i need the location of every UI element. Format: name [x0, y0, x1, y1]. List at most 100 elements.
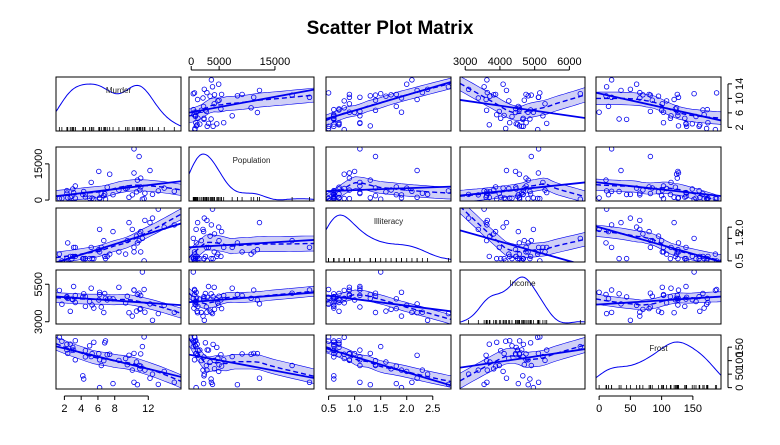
data-point	[388, 187, 394, 193]
data-point	[675, 195, 682, 201]
data-point	[201, 255, 207, 262]
data-point	[357, 285, 363, 291]
data-point	[637, 95, 643, 101]
data-point	[637, 190, 643, 196]
data-point	[208, 376, 214, 382]
data-point	[215, 81, 222, 87]
data-point	[525, 382, 531, 388]
data-point	[357, 190, 363, 197]
data-point	[59, 338, 65, 344]
data-point	[229, 285, 235, 291]
data-point	[306, 244, 313, 251]
data-point	[646, 184, 652, 190]
data-point	[535, 94, 542, 100]
data-point	[491, 231, 497, 237]
data-point	[155, 188, 161, 194]
data-point	[633, 81, 640, 87]
data-point	[372, 192, 379, 199]
data-point	[67, 308, 73, 314]
data-point	[671, 219, 677, 226]
data-point	[194, 96, 201, 103]
data-point	[331, 106, 337, 113]
data-point	[96, 168, 102, 175]
data-point	[623, 116, 630, 123]
data-point	[372, 153, 379, 160]
data-point	[80, 291, 87, 297]
data-point	[704, 106, 710, 113]
tick-label: 3000	[453, 56, 477, 68]
data-point	[250, 287, 257, 293]
data-point	[393, 305, 399, 312]
variable-label: Frost	[649, 344, 668, 353]
data-point	[640, 306, 646, 313]
data-point	[248, 351, 254, 357]
data-point	[367, 123, 373, 129]
tick-label: 0	[33, 197, 45, 203]
data-point	[623, 294, 630, 300]
density-curve	[460, 276, 585, 324]
panel-frame	[325, 334, 452, 390]
data-point	[239, 351, 245, 357]
data-point	[683, 283, 689, 290]
data-point	[149, 215, 156, 221]
tick-label: 14	[734, 78, 746, 90]
regression-line	[596, 91, 721, 122]
data-point	[393, 296, 399, 302]
data-point	[72, 338, 78, 344]
panel-frame	[188, 207, 315, 263]
data-point	[190, 270, 196, 275]
panel-frame	[188, 269, 315, 325]
data-point	[660, 119, 667, 126]
data-point	[475, 367, 481, 373]
data-point	[137, 249, 144, 255]
data-point	[209, 84, 216, 90]
data-point	[201, 317, 207, 323]
data-point	[475, 95, 481, 101]
data-point	[627, 215, 634, 221]
smoother-line	[326, 82, 451, 122]
data-point	[102, 255, 109, 262]
data-point	[530, 195, 537, 201]
panel-murder-illiteracy	[325, 76, 452, 132]
data-point	[256, 219, 263, 226]
data-point	[498, 115, 504, 121]
data-point	[537, 258, 543, 262]
data-point	[544, 347, 550, 353]
data-point	[520, 354, 526, 360]
data-point	[336, 195, 342, 201]
data-point	[208, 77, 215, 83]
data-point	[141, 335, 147, 340]
data-point	[96, 195, 103, 201]
data-point	[234, 93, 241, 99]
data-point	[515, 380, 521, 387]
data-point	[675, 302, 681, 308]
data-point	[193, 123, 200, 129]
data-point	[208, 291, 214, 297]
data-point	[147, 167, 153, 174]
data-point	[372, 309, 379, 316]
data-point	[131, 170, 137, 176]
data-point	[137, 306, 143, 313]
data-point	[239, 91, 245, 98]
data-point	[86, 343, 93, 349]
data-point	[205, 120, 212, 127]
data-point	[101, 309, 107, 316]
data-point	[414, 96, 420, 103]
data-point	[637, 217, 643, 224]
data-point	[104, 352, 110, 358]
data-point	[388, 92, 394, 98]
smoother-line	[326, 346, 451, 383]
data-point	[250, 94, 257, 100]
data-point	[675, 94, 682, 100]
data-point	[346, 284, 353, 290]
data-point	[248, 105, 254, 111]
data-point	[393, 103, 399, 110]
data-point	[675, 168, 681, 175]
data-point	[110, 228, 116, 235]
data-point	[603, 177, 609, 183]
data-point	[484, 77, 490, 83]
data-point	[503, 258, 509, 262]
tick-label: 6	[734, 110, 746, 116]
data-point	[658, 237, 665, 244]
data-point	[96, 384, 103, 389]
